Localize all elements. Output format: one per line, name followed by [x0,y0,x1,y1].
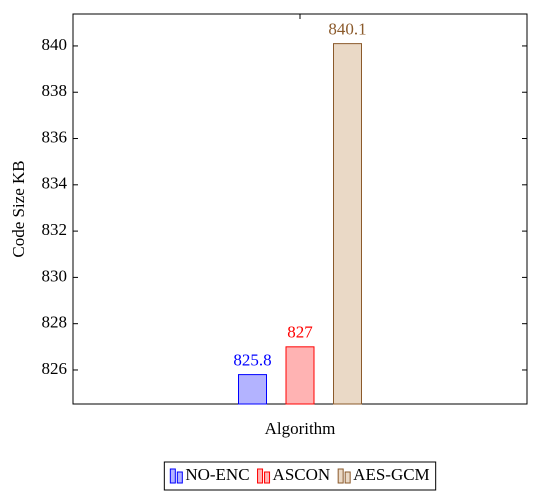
y-axis-label: Code Size KB [9,160,28,257]
bar [333,43,362,405]
y-tick-label: 838 [42,81,68,100]
bar [285,346,315,405]
legend-swatch [169,468,176,484]
x-tick-label: Algorithm [265,419,336,438]
legend-swatch [344,471,351,484]
y-tick-label: 836 [42,127,68,146]
legend-label: AES-GCM [353,465,430,484]
legend-item: NO-ENC [169,465,250,484]
legend-label: ASCON [273,465,331,484]
y-tick-label: 826 [42,359,68,378]
y-tick-label: 834 [42,174,68,193]
y-tick-label: 828 [42,313,68,332]
y-tick-label: 840 [42,35,68,54]
value-label: 827 [287,323,313,342]
legend-label: NO-ENC [185,465,249,484]
value-label: 840.1 [328,20,366,39]
legend-swatch [337,468,344,484]
legend-swatch [264,471,271,484]
value-label: 825.8 [233,351,271,370]
legend-item: ASCON [257,465,331,484]
y-tick-label: 830 [42,266,68,285]
legend-swatch [257,468,264,484]
legend-swatch [176,471,183,484]
legend: NO-ENC ASCON AES-GCM [163,461,437,491]
bar [238,374,267,405]
y-tick-label: 832 [42,220,68,239]
plot-frame [72,13,528,405]
legend-frame [163,461,437,491]
legend-item: AES-GCM [337,465,430,484]
